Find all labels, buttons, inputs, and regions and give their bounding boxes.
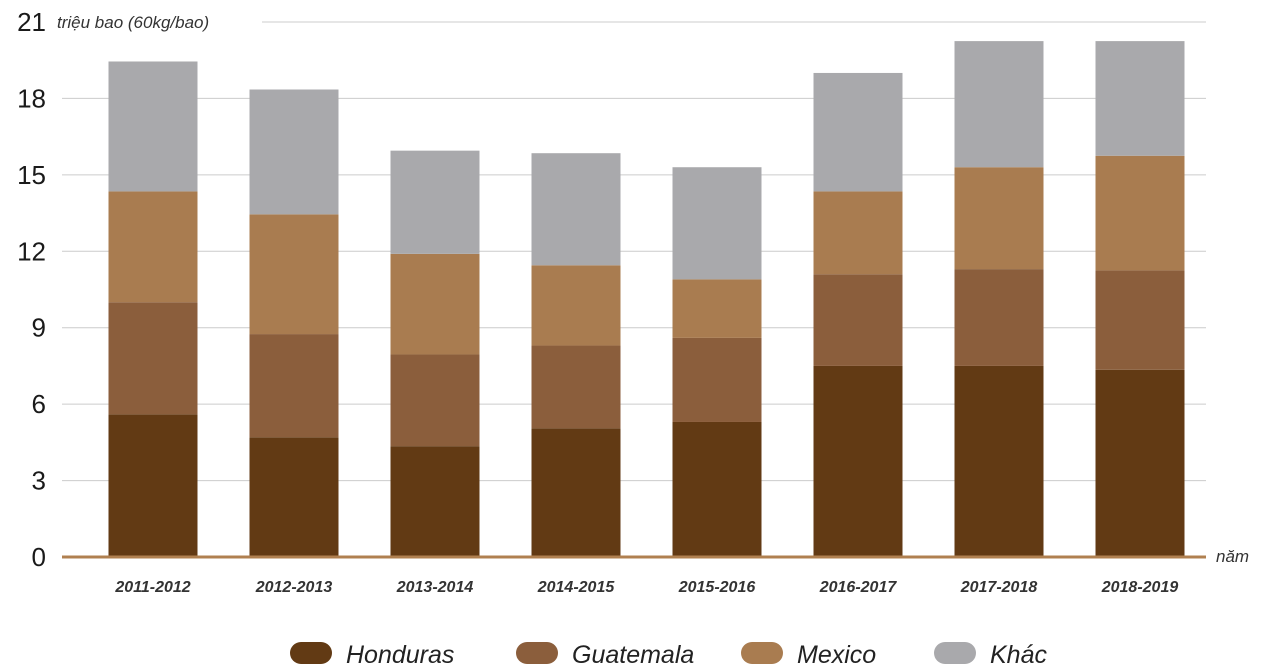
bar-segment bbox=[954, 365, 1044, 557]
bar-segment bbox=[1095, 41, 1185, 156]
legend-swatch bbox=[934, 642, 976, 664]
bar-segment bbox=[813, 274, 903, 366]
y-tick-label: 9 bbox=[32, 313, 46, 343]
bar-segment bbox=[108, 191, 198, 303]
y-tick-label: 12 bbox=[17, 236, 46, 266]
bar-segment bbox=[531, 428, 621, 557]
bar-segment bbox=[390, 150, 480, 254]
bar-segment bbox=[672, 167, 762, 280]
bar-segment bbox=[249, 214, 339, 335]
bar-segment bbox=[531, 265, 621, 346]
bar-segment bbox=[954, 167, 1044, 270]
bar-segment bbox=[108, 302, 198, 415]
y-tick-label: 18 bbox=[17, 83, 46, 113]
x-tick-label: 2011-2012 bbox=[114, 579, 190, 596]
bar-segment bbox=[813, 365, 903, 557]
bar-segment bbox=[1095, 155, 1185, 271]
bars bbox=[108, 41, 1185, 557]
bar-segment bbox=[1095, 270, 1185, 370]
bar-segment bbox=[1095, 369, 1185, 557]
x-tick-label: 2013-2014 bbox=[396, 579, 474, 596]
y-tick-label: 3 bbox=[32, 466, 46, 496]
bar-segment bbox=[954, 41, 1044, 168]
x-tick-label: 2017-2018 bbox=[960, 579, 1038, 596]
x-tick-label: 2014-2015 bbox=[537, 579, 616, 596]
bar-segment bbox=[390, 354, 480, 447]
y-axis-unit-label: triệu bao (60kg/bao) bbox=[57, 13, 209, 32]
legend: Honduras Guatemala Mexico Khác bbox=[290, 641, 1047, 667]
y-tick-label: 21 bbox=[17, 7, 46, 37]
bar-segment bbox=[813, 191, 903, 275]
bar-segment bbox=[813, 72, 903, 192]
bar-segment bbox=[249, 89, 339, 215]
x-axis-title: năm bbox=[1216, 547, 1249, 566]
bar-segment bbox=[954, 269, 1044, 366]
legend-swatch bbox=[290, 642, 332, 664]
y-tick-labels: 0 3 6 9 12 15 18 21 bbox=[17, 7, 46, 572]
legend-swatch bbox=[516, 642, 558, 664]
bar-segment bbox=[390, 253, 480, 355]
bar-segment bbox=[672, 279, 762, 338]
y-tick-label: 15 bbox=[17, 160, 46, 190]
bar-segment bbox=[531, 345, 621, 429]
x-tick-label: 2012-2013 bbox=[255, 579, 333, 596]
bar-segment bbox=[108, 414, 198, 557]
bar-segment bbox=[249, 334, 339, 438]
legend-label: Guatemala bbox=[572, 641, 694, 667]
legend-label: Mexico bbox=[797, 641, 876, 667]
bar-segment bbox=[249, 437, 339, 557]
bar-segment bbox=[672, 421, 762, 557]
legend-label: Khác bbox=[990, 641, 1047, 667]
bar-segment bbox=[108, 61, 198, 192]
x-tick-labels: 2011-2012 2012-2013 2013-2014 2014-2015 2015… bbox=[114, 579, 1178, 596]
y-tick-label: 6 bbox=[32, 389, 46, 419]
bar-segment bbox=[390, 446, 480, 557]
x-tick-label: 2015-2016 bbox=[678, 579, 756, 596]
x-tick-label: 2018-2019 bbox=[1101, 579, 1179, 596]
bar-segment bbox=[672, 337, 762, 422]
legend-label: Honduras bbox=[346, 641, 454, 667]
x-tick-label: 2016-2017 bbox=[819, 579, 898, 596]
legend-swatch bbox=[741, 642, 783, 664]
y-tick-label: 0 bbox=[32, 542, 46, 572]
bar-segment bbox=[531, 153, 621, 266]
